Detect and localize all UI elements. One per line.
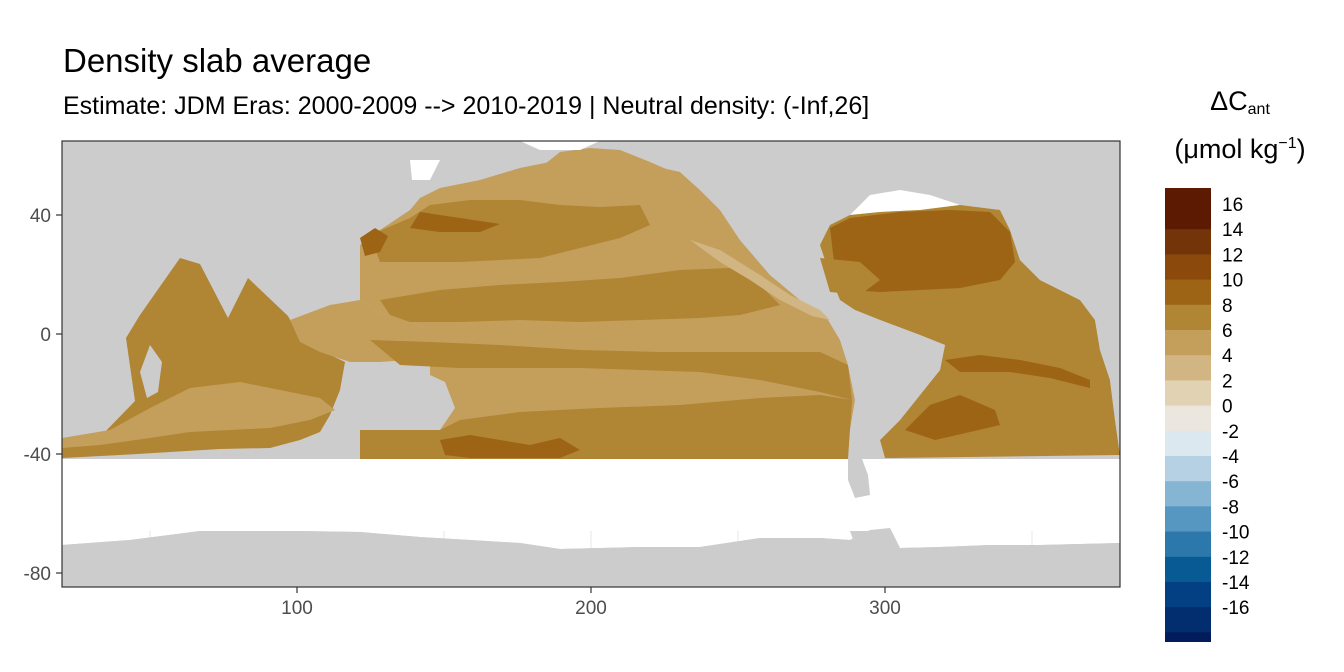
map-subtitle: Estimate: JDM Eras: 2000-2009 --> 2010-2… [63,92,870,120]
legend-swatch [1165,506,1211,533]
legend-swatch [1165,304,1211,331]
x-tick-label: 200 [575,598,607,619]
x-tick-label: 300 [869,598,901,619]
south-atlantic-band [945,355,1090,388]
legend-swatch [1165,229,1211,255]
map-title: Density slab average [63,42,372,79]
africa-europe [1000,180,1120,455]
legend-swatch [1165,582,1211,608]
indian-ocean-south [62,382,335,448]
legend-label: 6 [1222,321,1233,342]
nodata-patch [410,160,440,180]
legend-label: -8 [1222,497,1239,518]
pacific-equatorial-band [380,268,780,322]
y-tick-label: -80 [24,564,51,585]
south-atlantic-gyre [905,395,1000,440]
legend-label: -2 [1222,422,1239,443]
pacific-tasman [440,435,580,458]
legend-swatch [1165,456,1211,482]
x-tick-label: 100 [281,598,313,619]
legend-label: -16 [1222,598,1249,619]
legend-label: 10 [1222,271,1243,292]
legend-swatch [1165,481,1211,507]
south-america [830,310,945,495]
southern-ocean-nodata [62,459,1120,531]
legend-swatch [1165,254,1211,281]
legend-label: 12 [1222,245,1243,266]
north-america [660,141,1120,312]
y-tick-label: 40 [30,206,51,227]
pacific-south-band [370,340,852,400]
legend-swatch [1165,188,1211,204]
legend-swatch [1165,556,1211,583]
legend-label: -4 [1222,447,1239,468]
legend-unit: (μmol kg−1) [1174,134,1306,164]
pacific-ne-light [690,240,830,320]
legend-label: 8 [1222,296,1233,317]
legend-label: 0 [1222,397,1233,418]
legend-label: 16 [1222,195,1243,216]
legend-colorbar: 16 14 12 10 8 6 4 2 0 -2 -4 -6 -8 -10 -12 -14 -16 [1165,188,1250,642]
legend-label: 4 [1222,346,1233,367]
legend-swatch [1165,632,1211,642]
legend-swatch [1165,330,1211,356]
legend-label: 14 [1222,220,1244,241]
legend-label: -6 [1222,472,1239,493]
legend-swatch [1165,430,1211,457]
y-tick-label: -40 [24,445,51,466]
legend-swatch [1165,279,1211,306]
legend-swatch [1165,531,1211,558]
legend-swatch [1165,607,1211,633]
legend-swatch [1165,380,1211,407]
pacific-kuroshio [410,212,500,232]
legend-label: 2 [1222,371,1233,392]
legend-swatch [1165,355,1211,381]
south-america-tip [848,459,870,498]
legend-swatch [1165,405,1211,432]
y-tick-label: 0 [40,325,51,346]
legend-label: -14 [1222,573,1250,594]
legend-swatch [1165,204,1211,230]
axis-ticks [56,214,886,593]
legend-title: ΔCant [1210,86,1270,118]
legend-label: -10 [1222,523,1249,544]
madagascar [140,345,162,398]
bering-sea [540,148,680,183]
australia [338,372,455,445]
hudson-nodata [850,190,960,215]
legend-label: -12 [1222,548,1249,569]
sea-of-japan [360,228,388,256]
caribbean [820,258,880,295]
north-atlantic-gyre [830,210,1015,292]
